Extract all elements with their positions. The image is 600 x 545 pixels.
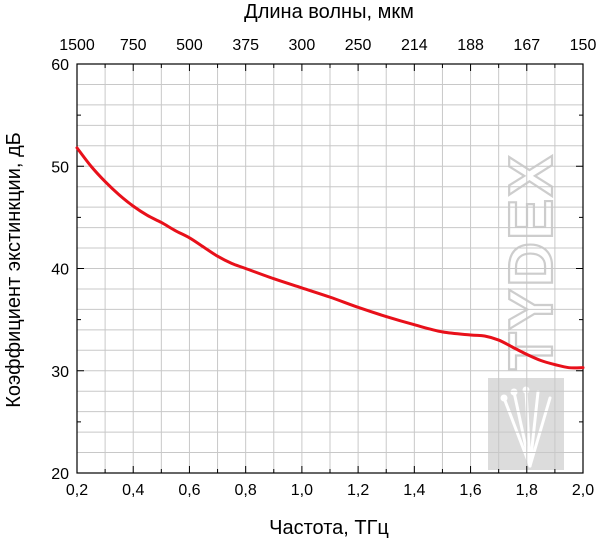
y-tick-label: 20: [51, 466, 69, 483]
top-tick-labels: 1500 750 500 375 300 250 214 188 167 150: [59, 37, 596, 54]
top-tick-label: 375: [232, 37, 259, 54]
y-tick-label: 40: [51, 262, 69, 279]
x-tick-labels: 0,2 0,4 0,6 0,8 1,0 1,2 1,4 1,6 1,8 2,0: [66, 482, 594, 499]
top-tick-label: 1500: [59, 37, 95, 54]
x-axis-title: Частота, ТГц: [269, 517, 389, 539]
top-axis-title: Длина волны, мкм: [244, 1, 414, 23]
x-tick-label: 1,6: [459, 482, 481, 499]
x-tick-label: 1,8: [516, 482, 538, 499]
x-tick-label: 1,2: [347, 482, 369, 499]
y-tick-label: 60: [51, 57, 69, 74]
plot-frame: [76, 63, 584, 474]
watermark-logo-rays: [502, 388, 552, 468]
top-tick-label: 250: [345, 37, 372, 54]
y-tick-labels: 20 30 40 50 60: [51, 57, 69, 483]
y-tick-label: 30: [51, 364, 69, 381]
watermark-text: TYDEX: [497, 153, 566, 370]
top-tick-label: 500: [176, 37, 203, 54]
y-tick-label: 50: [51, 159, 69, 176]
top-tick-label: 167: [513, 37, 540, 54]
x-tick-label: 0,6: [178, 482, 200, 499]
top-tick-label: 300: [289, 37, 316, 54]
watermark-logo-dots: [500, 386, 530, 402]
top-tick-label: 188: [457, 37, 484, 54]
series-line: [75, 146, 585, 370]
x-tick-label: 0,4: [122, 482, 144, 499]
x-tick-label: 0,8: [235, 482, 257, 499]
x-tick-label: 1,4: [403, 482, 425, 499]
x-tick-label: 1,0: [291, 482, 313, 499]
grid: [77, 64, 583, 473]
x-tick-label: 2,0: [572, 482, 594, 499]
y-axis-title: Коэффициент экстинкции, дБ: [3, 132, 25, 408]
top-tick-label: 750: [120, 37, 147, 54]
top-tick-label: 150: [570, 37, 597, 54]
x-tick-label: 0,2: [66, 482, 88, 499]
top-tick-label: 214: [401, 37, 428, 54]
